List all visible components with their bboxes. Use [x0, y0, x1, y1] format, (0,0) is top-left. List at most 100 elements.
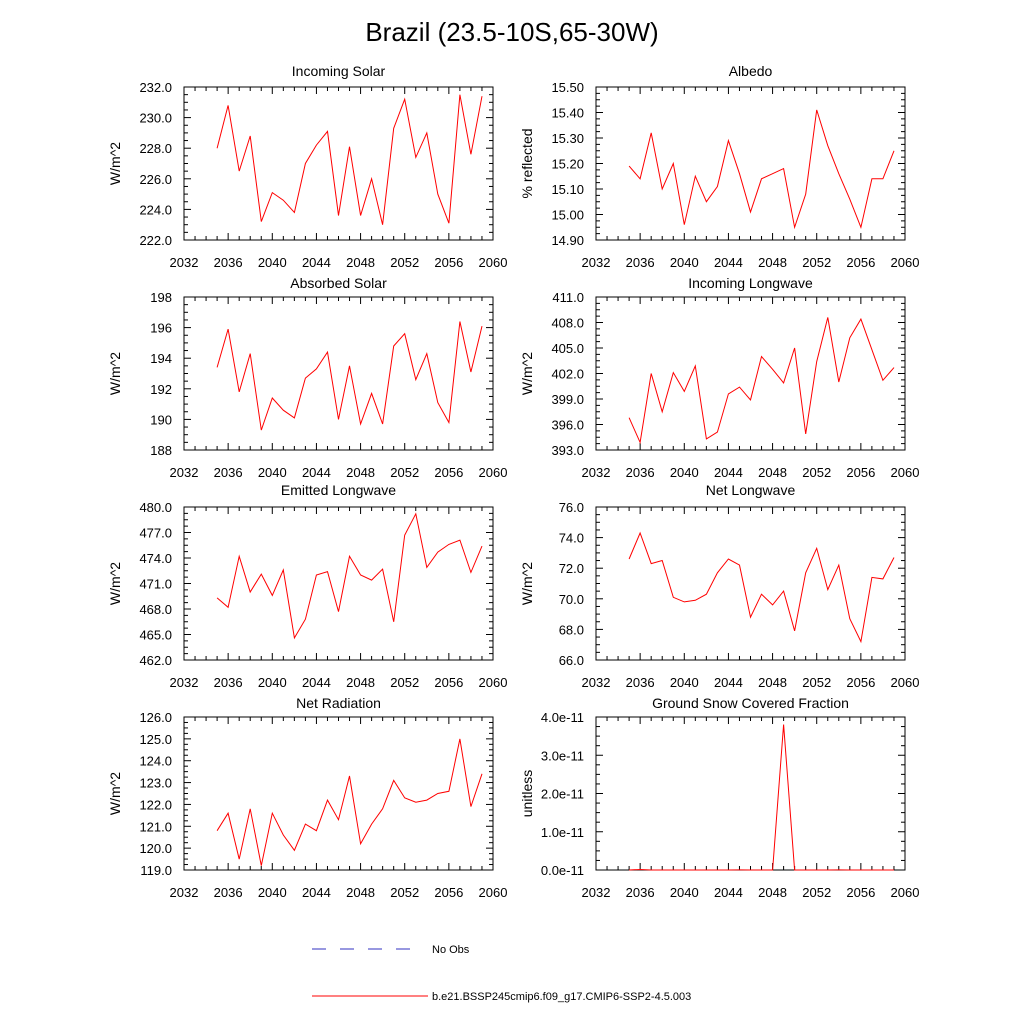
- x-tick-label: 2052: [390, 255, 419, 270]
- panel-albedo: Albedo % reflected 2032 2036 2040 2044 2048 205…: [519, 63, 919, 270]
- x-tick-label: 2036: [214, 675, 243, 690]
- panel-incoming-longwave: Incoming Longwave W/m^2 2032 2036 2040 2044 20…: [519, 275, 919, 480]
- x-tick-label: 2060: [479, 255, 508, 270]
- x-tick-label: 2036: [626, 675, 655, 690]
- y-tick-label: 232.0: [139, 80, 172, 95]
- x-tick-label: 2056: [846, 675, 875, 690]
- panels: Incoming Solar W/m^2 2032 2036 2040 2044 2048 2…: [107, 63, 919, 900]
- x-tick-label: 2056: [434, 465, 463, 480]
- x-tick-label: 2040: [258, 465, 287, 480]
- plot-frame: [595, 716, 906, 871]
- series-line: [216, 94, 483, 225]
- y-tick-label: 1.0e-11: [541, 825, 584, 840]
- x-tick-label: 2040: [258, 255, 287, 270]
- series-line: [628, 317, 895, 445]
- x-tick-label: 2052: [802, 255, 831, 270]
- x-tick-label: 2032: [170, 255, 199, 270]
- series-line: [629, 724, 894, 871]
- y-tick-label: 468.0: [139, 602, 172, 617]
- y-tick-label: 462.0: [139, 653, 172, 668]
- y-axis-label: W/m^2: [519, 562, 535, 605]
- y-tick-label: 393.0: [551, 443, 584, 458]
- panel-title: Absorbed Solar: [290, 275, 387, 291]
- plot-frame: [595, 86, 906, 241]
- y-tick-label: 3.0e-11: [541, 748, 584, 763]
- y-tick-label: 228.0: [139, 141, 172, 156]
- y-axis-label: % reflected: [519, 128, 535, 198]
- x-tick-label: 2044: [302, 255, 331, 270]
- y-tick-label: 15.10: [551, 182, 584, 197]
- x-tick-label: 2032: [170, 675, 199, 690]
- y-tick-label: 402.0: [551, 367, 584, 382]
- y-tick-label: 198: [150, 290, 172, 305]
- y-tick-label: 121.0: [139, 819, 172, 834]
- y-tick-label: 15.20: [551, 157, 584, 172]
- x-tick-label: 2036: [214, 255, 243, 270]
- y-tick-label: 14.90: [551, 233, 584, 248]
- x-tick-label: 2044: [714, 885, 743, 900]
- series-line: [216, 512, 483, 640]
- x-tick-label: 2048: [346, 885, 375, 900]
- x-tick-label: 2048: [346, 675, 375, 690]
- x-tick-label: 2044: [714, 465, 743, 480]
- x-tick-label: 2056: [434, 885, 463, 900]
- y-tick-label: 408.0: [551, 316, 584, 331]
- y-tick-label: 124.0: [139, 754, 172, 769]
- y-tick-label: 405.0: [551, 341, 584, 356]
- x-tick-label: 2052: [802, 465, 831, 480]
- x-tick-label: 2056: [846, 255, 875, 270]
- y-tick-label: 74.0: [559, 531, 584, 546]
- y-tick-label: 126.0: [139, 710, 172, 725]
- panel-title: Albedo: [729, 63, 773, 79]
- y-tick-label: 125.0: [139, 732, 172, 747]
- x-tick-label: 2060: [479, 465, 508, 480]
- y-axis-label: unitless: [519, 770, 535, 817]
- x-tick-label: 2056: [434, 675, 463, 690]
- y-tick-label: 230.0: [139, 111, 172, 126]
- x-tick-label: 2052: [390, 465, 419, 480]
- x-tick-label: 2048: [346, 255, 375, 270]
- panel-net-longwave: Net Longwave W/m^2 2032 2036 2040 2044 2048 205…: [519, 482, 919, 690]
- x-tick-label: 2032: [582, 675, 611, 690]
- x-tick-label: 2048: [758, 885, 787, 900]
- x-tick-label: 2060: [479, 675, 508, 690]
- y-axis-label: W/m^2: [107, 562, 123, 605]
- x-tick-label: 2032: [582, 465, 611, 480]
- series-line: [628, 531, 895, 644]
- y-axis-label: W/m^2: [107, 142, 123, 185]
- x-tick-label: 2036: [214, 885, 243, 900]
- y-tick-label: 188: [150, 443, 172, 458]
- y-tick-label: 66.0: [559, 653, 584, 668]
- y-tick-label: 4.0e-11: [541, 710, 584, 725]
- x-tick-label: 2048: [758, 675, 787, 690]
- y-tick-label: 15.00: [551, 208, 584, 223]
- y-tick-label: 224.0: [139, 202, 172, 217]
- y-tick-label: 68.0: [559, 622, 584, 637]
- panel-title: Incoming Solar: [292, 63, 386, 79]
- panel-emitted-longwave: Emitted Longwave W/m^2 2032 2036 2040 2044 204…: [107, 482, 507, 690]
- legend-model-label: b.e21.BSSP245cmip6.f09_g17.CMIP6-SSP2-4.…: [432, 991, 691, 1003]
- y-tick-label: 15.40: [551, 106, 584, 121]
- series-line: [216, 321, 483, 431]
- panel-net-radiation: Net Radiation W/m^2 2032 2036 2040 2044 2048 20…: [107, 695, 507, 900]
- panel-title: Emitted Longwave: [281, 482, 396, 498]
- y-tick-label: 192: [150, 382, 172, 397]
- x-tick-label: 2032: [170, 885, 199, 900]
- x-tick-label: 2040: [670, 675, 699, 690]
- x-tick-label: 2048: [758, 465, 787, 480]
- y-tick-label: 226.0: [139, 172, 172, 187]
- x-tick-label: 2052: [390, 675, 419, 690]
- y-tick-label: 15.50: [551, 80, 584, 95]
- panel-title: Net Radiation: [296, 695, 381, 711]
- panel-ground-snow-covered-fraction: Ground Snow Covered Fraction unitless 2032…: [519, 695, 919, 900]
- y-tick-label: 474.0: [139, 551, 172, 566]
- y-tick-label: 120.0: [139, 841, 172, 856]
- x-tick-label: 2032: [582, 255, 611, 270]
- y-tick-label: 399.0: [551, 392, 584, 407]
- legend-obs-label: No Obs: [432, 944, 470, 956]
- y-tick-label: 194: [150, 351, 172, 366]
- x-tick-label: 2040: [670, 885, 699, 900]
- x-tick-label: 2040: [258, 885, 287, 900]
- panel-title: Ground Snow Covered Fraction: [652, 695, 849, 711]
